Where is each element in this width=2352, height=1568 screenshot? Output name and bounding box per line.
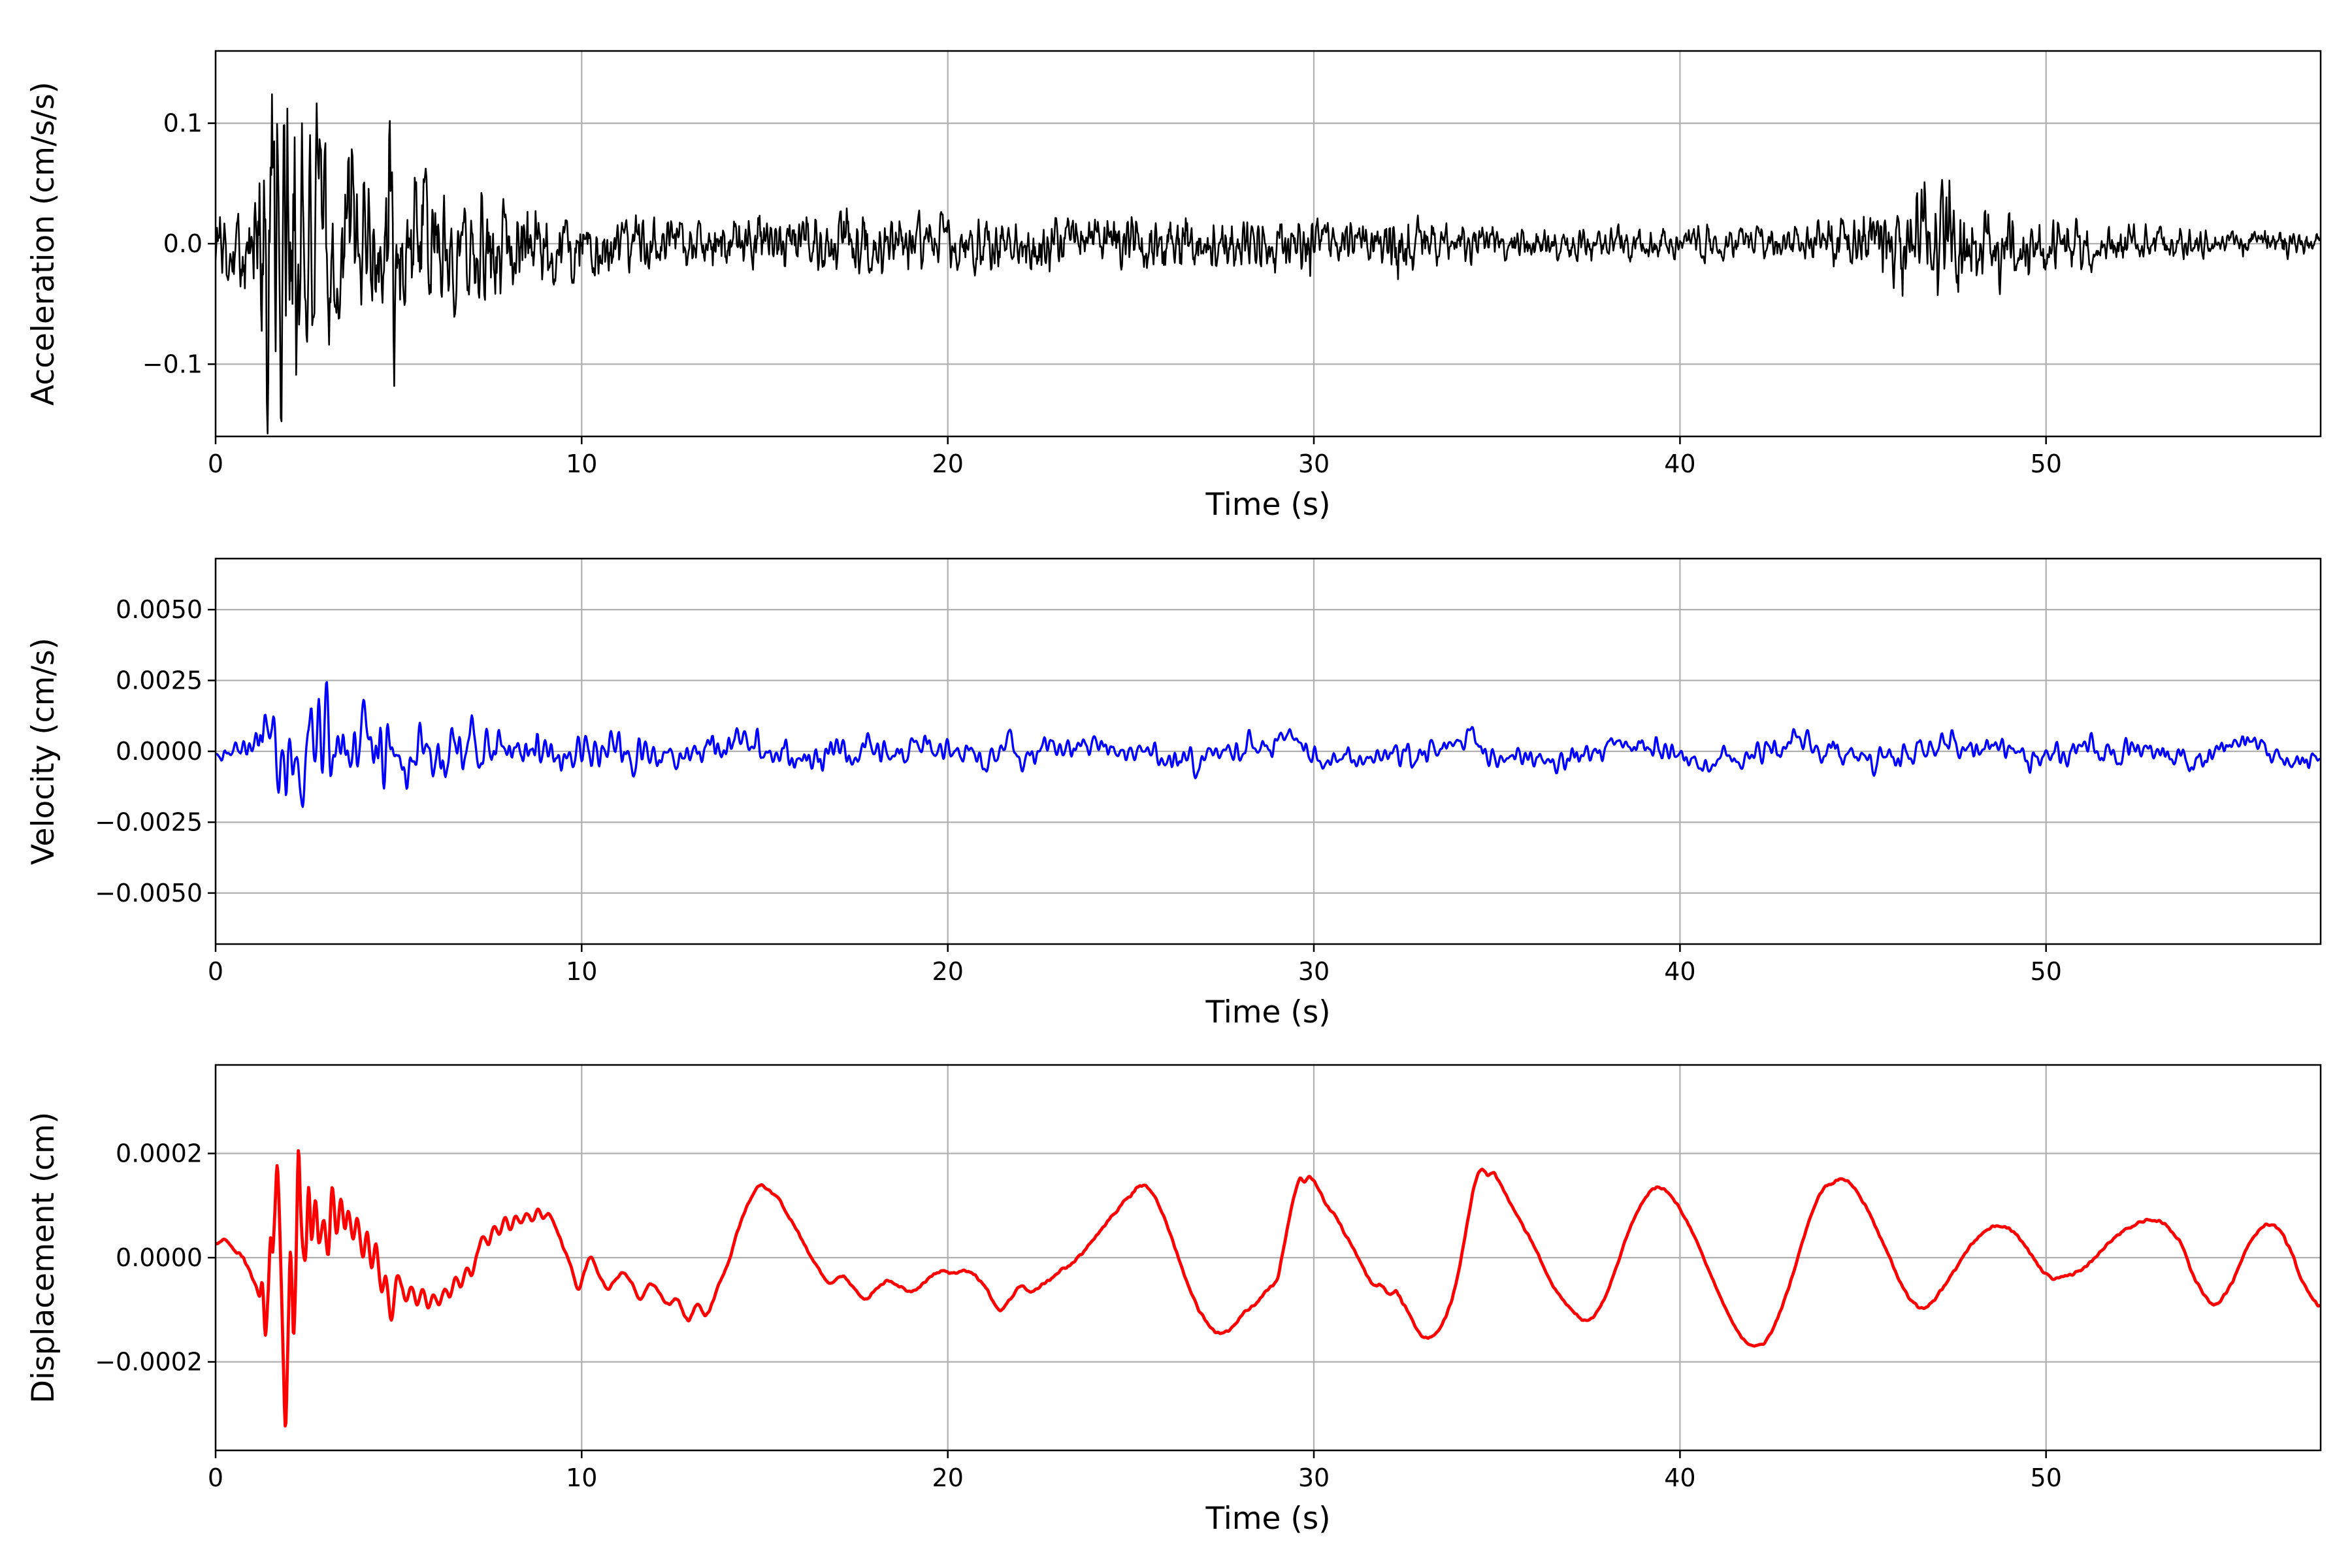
x-tick-label: 10 bbox=[566, 449, 597, 478]
x-tick-label: 10 bbox=[566, 1463, 597, 1492]
x-tick-label: 40 bbox=[1664, 449, 1695, 478]
displacement-xaxis-label: Time (s) bbox=[1205, 1501, 1330, 1537]
x-tick-label: 30 bbox=[1298, 449, 1330, 478]
x-tick-label: 0 bbox=[208, 957, 223, 986]
x-tick-label: 20 bbox=[932, 957, 964, 986]
y-tick-label: 0.0002 bbox=[116, 1139, 203, 1168]
subplot-displacement: 0 10 20 30 40 50 0.0002 0.0000 −0.0002 Time (s) Di… bbox=[25, 1064, 2322, 1537]
y-tick-label: −0.1 bbox=[142, 350, 203, 378]
x-tick-label: 50 bbox=[2031, 957, 2062, 986]
displacement-trace bbox=[216, 1149, 2321, 1428]
y-tick-label: 0.0050 bbox=[116, 595, 203, 624]
velocity-trace bbox=[216, 681, 2321, 808]
acceleration-xaxis-label: Time (s) bbox=[1205, 487, 1330, 523]
subplot-acceleration: 0 10 20 30 40 50 0.1 0.0 −0.1 Time (s) Acceleratio… bbox=[25, 50, 2322, 523]
velocity-yaxis-label: Velocity (cm/s) bbox=[25, 638, 61, 865]
velocity-xaxis-label: Time (s) bbox=[1205, 994, 1330, 1030]
acceleration-yaxis-label: Acceleration (cm/s/s) bbox=[25, 82, 61, 406]
x-tick-label: 10 bbox=[566, 957, 597, 986]
y-tick-label: 0.0025 bbox=[116, 666, 203, 695]
y-tick-label: −0.0050 bbox=[95, 879, 203, 907]
x-tick-label: 30 bbox=[1298, 1463, 1330, 1492]
x-tick-label: 50 bbox=[2031, 449, 2062, 478]
x-tick-label: 20 bbox=[932, 1463, 964, 1492]
x-tick-label: 40 bbox=[1664, 1463, 1695, 1492]
x-tick-label: 40 bbox=[1664, 957, 1695, 986]
subplot-velocity: 0 10 20 30 40 50 0.0050 0.0025 0.0000 −0.0025 −0.0… bbox=[25, 557, 2322, 1030]
x-tick-label: 0 bbox=[208, 449, 223, 478]
y-tick-label: 0.0 bbox=[163, 229, 203, 258]
y-tick-label: 0.1 bbox=[163, 109, 203, 138]
displacement-yaxis-label: Displacement (cm) bbox=[25, 1112, 61, 1403]
acceleration-trace bbox=[216, 93, 2321, 434]
x-tick-label: 20 bbox=[932, 449, 964, 478]
y-tick-label: −0.0002 bbox=[95, 1348, 203, 1377]
y-tick-label: 0.0000 bbox=[116, 1243, 203, 1272]
x-tick-label: 30 bbox=[1298, 957, 1330, 986]
y-tick-label: −0.0025 bbox=[95, 808, 203, 837]
x-tick-label: 50 bbox=[2031, 1463, 2062, 1492]
y-tick-label: 0.0000 bbox=[116, 737, 203, 766]
x-tick-label: 0 bbox=[208, 1463, 223, 1492]
